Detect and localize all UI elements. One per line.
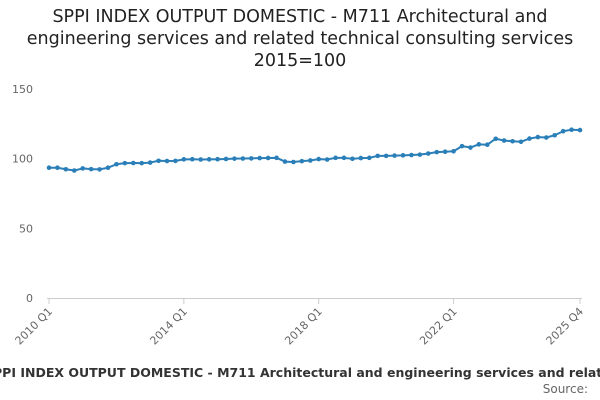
data-point-52[interactable] xyxy=(484,142,490,148)
data-point-48[interactable] xyxy=(451,148,456,154)
x-tick-label-1: 2014 Q1 xyxy=(147,305,190,348)
data-point-20[interactable] xyxy=(215,156,220,162)
data-point-40[interactable] xyxy=(383,153,389,159)
data-point-34[interactable] xyxy=(333,155,338,161)
data-point-9[interactable] xyxy=(122,160,128,166)
data-point-46[interactable] xyxy=(434,149,440,155)
data-point-42[interactable] xyxy=(400,153,406,158)
data-point-41[interactable] xyxy=(392,153,397,158)
data-point-11[interactable] xyxy=(139,160,145,166)
data-point-24[interactable] xyxy=(248,156,254,161)
data-point-58[interactable] xyxy=(535,134,541,140)
data-point-23[interactable] xyxy=(240,156,246,161)
data-point-49[interactable] xyxy=(459,143,465,149)
data-point-4[interactable] xyxy=(80,166,86,171)
data-point-45[interactable] xyxy=(425,151,431,156)
data-point-36[interactable] xyxy=(350,156,355,162)
data-point-5[interactable] xyxy=(88,166,94,172)
data-point-8[interactable] xyxy=(114,161,119,167)
y-tick-label-0: 0 xyxy=(26,292,33,305)
data-point-12[interactable] xyxy=(147,160,153,165)
data-point-50[interactable] xyxy=(468,145,473,150)
x-tick-label-3: 2022 Q1 xyxy=(417,305,460,348)
y-tick-label-1: 50 xyxy=(19,222,33,235)
data-point-19[interactable] xyxy=(206,157,212,162)
data-point-14[interactable] xyxy=(164,158,170,164)
y-tick-label-2: 100 xyxy=(12,153,33,166)
data-point-37[interactable] xyxy=(358,155,364,161)
data-point-25[interactable] xyxy=(257,155,263,161)
data-point-60[interactable] xyxy=(552,132,558,138)
data-point-3[interactable] xyxy=(71,168,77,173)
series-line-0[interactable] xyxy=(49,128,581,172)
data-point-31[interactable] xyxy=(307,158,313,163)
data-point-18[interactable] xyxy=(198,157,204,162)
y-axis: 0 50 100 150 xyxy=(12,83,33,305)
data-point-59[interactable] xyxy=(543,135,549,140)
data-point-32[interactable] xyxy=(316,156,322,162)
data-point-2[interactable] xyxy=(63,166,69,172)
data-point-63[interactable] xyxy=(577,127,583,133)
data-point-53[interactable] xyxy=(493,136,499,142)
data-point-26[interactable] xyxy=(265,155,271,161)
data-point-54[interactable] xyxy=(501,138,507,143)
y-tick-label-3: 150 xyxy=(12,83,33,96)
data-point-17[interactable] xyxy=(189,156,195,162)
data-point-33[interactable] xyxy=(324,157,330,162)
legend[interactable]: SPPI INDEX OUTPUT DOMESTIC - M711 Archit… xyxy=(0,365,600,383)
data-point-6[interactable] xyxy=(97,167,102,172)
data-point-21[interactable] xyxy=(223,156,229,162)
chart-title: SPPI INDEX OUTPUT DOMESTIC - M711 Archit… xyxy=(26,7,574,71)
data-point-39[interactable] xyxy=(375,153,381,159)
data-point-0[interactable] xyxy=(46,165,52,171)
data-point-57[interactable] xyxy=(527,136,532,141)
data-point-44[interactable] xyxy=(417,152,423,157)
x-tick-label-4: 2025 Q4 xyxy=(544,305,587,348)
data-point-16[interactable] xyxy=(181,157,187,162)
data-point-15[interactable] xyxy=(173,158,178,164)
data-point-29[interactable] xyxy=(291,159,296,165)
legend-item-label: SPPI INDEX OUTPUT DOMESTIC - M711 Archit… xyxy=(0,365,600,380)
data-point-27[interactable] xyxy=(274,155,279,161)
data-point-56[interactable] xyxy=(518,139,524,145)
data-point-61[interactable] xyxy=(560,128,566,134)
source-note: Source: xyxy=(542,382,588,396)
data-point-43[interactable] xyxy=(409,152,414,158)
data-point-62[interactable] xyxy=(569,127,574,132)
data-point-51[interactable] xyxy=(476,142,482,147)
data-point-10[interactable] xyxy=(130,160,136,166)
data-point-47[interactable] xyxy=(442,149,448,154)
x-axis: 2010 Q1 2014 Q1 2018 Q1 2022 Q1 2025 Q4 xyxy=(13,298,587,348)
data-point-35[interactable] xyxy=(341,155,347,161)
data-point-55[interactable] xyxy=(510,138,515,144)
data-point-38[interactable] xyxy=(366,155,372,161)
data-point-22[interactable] xyxy=(232,156,237,161)
data-point-13[interactable] xyxy=(156,158,161,164)
x-tick-label-0: 2010 Q1 xyxy=(13,305,56,348)
data-point-30[interactable] xyxy=(299,158,305,164)
data-point-1[interactable] xyxy=(55,165,60,171)
data-point-7[interactable] xyxy=(105,165,111,171)
x-tick-label-2: 2018 Q1 xyxy=(282,305,325,348)
data-point-28[interactable] xyxy=(282,159,288,164)
series-layer xyxy=(46,127,583,173)
